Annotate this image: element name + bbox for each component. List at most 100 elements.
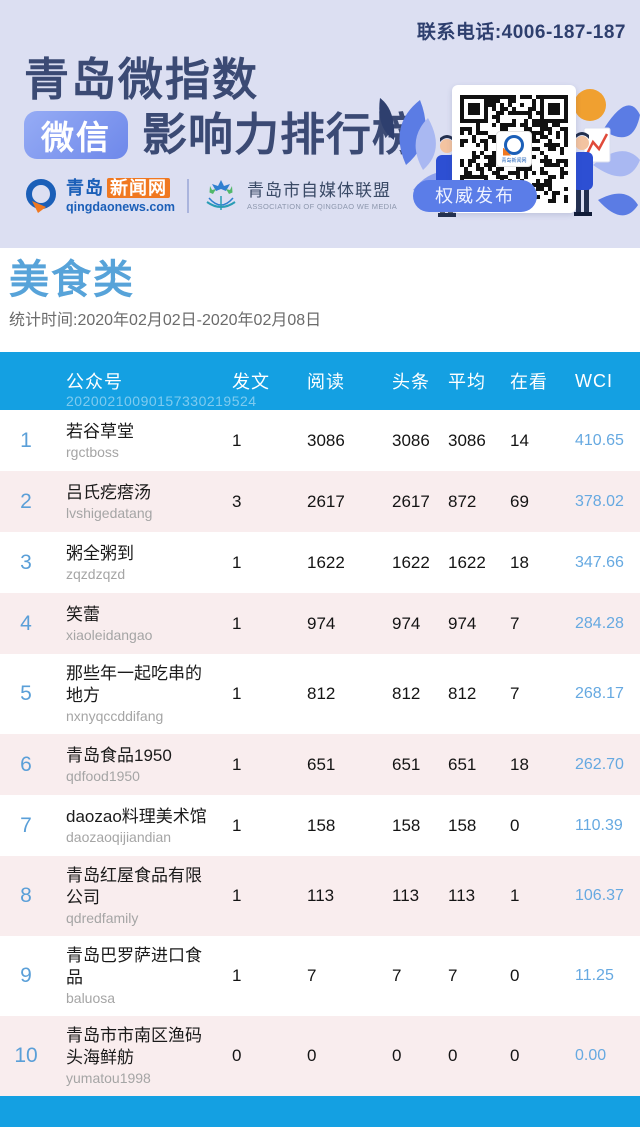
- table-row: 2 吕氏疙瘩汤 lvshigedatang 3 2617 2617 872 69…: [0, 471, 640, 532]
- wci-value: 347.66: [575, 553, 624, 571]
- table-row: 5 那些年一起吃串的地方 nxnyqccddifang 1 812 812 81…: [0, 654, 640, 734]
- col-average: 平均: [448, 372, 486, 392]
- rank-number: 3: [20, 550, 32, 574]
- account-name: 若谷草堂: [66, 421, 134, 441]
- table-row: 8 青岛红屋食品有限公司 qdredfamily 1 113 113 113 1…: [0, 856, 640, 936]
- reads-value: 3086: [307, 430, 345, 450]
- rank-number: 4: [20, 611, 32, 635]
- looks-value: 69: [510, 491, 529, 511]
- watermark: 20200210090157330219524: [66, 393, 257, 409]
- posts-value: 1: [232, 815, 242, 835]
- account-name: 粥全粥到: [66, 543, 134, 563]
- reads-value: 158: [307, 815, 336, 835]
- table-row: 4 笑蕾 xiaoleidangao 1 974 974 974 7 284.2…: [0, 593, 640, 654]
- posts-value: 1: [232, 886, 242, 905]
- wci-value: 378.02: [575, 492, 624, 510]
- col-reads: 阅读: [307, 372, 345, 392]
- account-id: yumatou1998: [66, 1070, 151, 1086]
- posts-value: 0: [232, 1046, 242, 1065]
- posts-value: 1: [232, 684, 242, 703]
- looks-value: 18: [510, 552, 529, 572]
- account-name: 青岛市市南区渔码头海鲜舫: [66, 1026, 202, 1067]
- wci-value: 410.65: [575, 431, 624, 449]
- average-value: 0: [448, 1046, 458, 1065]
- publisher-logos: 青岛 新闻网 qingdaonews.com 青岛市自媒体联盟: [22, 176, 538, 216]
- table-header: 公众号 发文 阅读 头条 平均 在看 WCI 20200210090157330…: [0, 352, 640, 410]
- account-name: 青岛红屋食品有限公司: [66, 866, 202, 907]
- table-row: 6 青岛食品1950 qdfood1950 1 651 651 651 18 2…: [0, 734, 640, 795]
- reads-value: 974: [307, 613, 336, 633]
- account-name: 那些年一起吃串的地方: [66, 664, 202, 705]
- account-cell: 那些年一起吃串的地方 nxnyqccddifang: [52, 654, 232, 734]
- account-cell: 吕氏疙瘩汤 lvshigedatang: [52, 473, 232, 531]
- average-value: 1622: [448, 552, 486, 572]
- account-name: daozao料理美术馆: [66, 806, 207, 826]
- average-value: 3086: [448, 430, 486, 450]
- stat-date-range: 统计时间:2020年02月02日-2020年02月08日: [9, 312, 322, 329]
- headline-value: 7: [392, 966, 402, 985]
- table-row: 10 青岛市市南区渔码头海鲜舫 yumatou1998 0 0 0 0 0 0.…: [0, 1016, 640, 1096]
- rank-number: 10: [14, 1044, 38, 1067]
- headline-value: 2617: [392, 491, 430, 511]
- reads-value: 7: [307, 966, 317, 985]
- table-row: 7 daozao料理美术馆 daozaoqijiandian 1 158 158…: [0, 795, 640, 856]
- headline-value: 651: [392, 754, 421, 774]
- reads-value: 651: [307, 754, 336, 774]
- table-row: 1 若谷草堂 rgctboss 1 3086 3086 3086 14 410.…: [0, 410, 640, 471]
- page-title-line1: 青岛微指数: [24, 55, 260, 105]
- looks-value: 18: [510, 754, 529, 774]
- headline-value: 158: [392, 815, 421, 835]
- account-cell: 青岛市市南区渔码头海鲜舫 yumatou1998: [52, 1016, 232, 1096]
- qingdaonews-q-icon: [504, 134, 524, 155]
- wechat-badge: 微信: [24, 111, 128, 159]
- posts-value: 1: [232, 552, 242, 572]
- rank-number: 1: [20, 428, 32, 452]
- account-name: 笑蕾: [66, 604, 100, 624]
- average-value: 974: [448, 613, 477, 633]
- wci-value: 262.70: [575, 755, 624, 773]
- rank-number: 9: [20, 964, 32, 987]
- rank-number: 5: [20, 682, 32, 705]
- headline-value: 1622: [392, 552, 430, 572]
- headline-value: 0: [392, 1046, 402, 1065]
- rank-number: 6: [20, 752, 32, 776]
- reads-value: 1622: [307, 552, 345, 572]
- col-headline: 头条: [392, 372, 430, 392]
- account-name: 青岛巴罗萨进口食品: [66, 946, 202, 987]
- association-icon: [206, 180, 236, 210]
- rank-number: 8: [20, 884, 32, 907]
- average-value: 872: [448, 491, 477, 511]
- rank-number: 2: [20, 489, 32, 513]
- table-row: 3 粥全粥到 zqzdzqzd 1 1622 1622 1622 18 347.…: [0, 532, 640, 593]
- account-cell: 青岛食品1950 qdfood1950: [52, 736, 232, 794]
- account-cell: 粥全粥到 zqzdzqzd: [52, 534, 232, 592]
- reads-value: 0: [307, 1046, 317, 1065]
- account-cell: 青岛巴罗萨进口食品 baluosa: [52, 936, 232, 1016]
- association-logo: 青岛市自媒体联盟 ASSOCIATION OF QINGDAO WE MEDIA: [201, 176, 397, 216]
- table-body: 1 若谷草堂 rgctboss 1 3086 3086 3086 14 410.…: [0, 410, 640, 1096]
- account-cell: daozao料理美术馆 daozaoqijiandian: [52, 797, 232, 855]
- wci-value: 110.39: [575, 816, 623, 834]
- account-id: baluosa: [66, 990, 116, 1006]
- posts-value: 3: [232, 491, 242, 511]
- looks-value: 0: [510, 1046, 520, 1065]
- page-title-line2: 影响力排行榜: [142, 109, 419, 160]
- looks-value: 0: [510, 815, 520, 835]
- account-id: zqzdzqzd: [66, 565, 126, 582]
- average-value: 651: [448, 754, 477, 774]
- account-cell: 若谷草堂 rgctboss: [52, 412, 232, 470]
- wci-value: 268.17: [575, 685, 624, 702]
- looks-value: 1: [510, 886, 520, 905]
- qingdaonews-logo: 青岛 新闻网 qingdaonews.com: [22, 177, 175, 215]
- reads-value: 812: [307, 684, 336, 703]
- qingdaonews-domain: qingdaonews.com: [66, 200, 176, 215]
- headline-value: 113: [392, 886, 420, 905]
- account-name: 青岛食品1950: [66, 745, 172, 765]
- col-looks: 在看: [510, 372, 548, 392]
- authoritative-release-badge: 权威发布: [413, 180, 538, 212]
- wci-value: 106.37: [575, 887, 624, 904]
- account-id: lvshigedatang: [66, 504, 153, 521]
- account-cell: 青岛红屋食品有限公司 qdredfamily: [52, 856, 232, 936]
- posts-value: 1: [232, 613, 242, 633]
